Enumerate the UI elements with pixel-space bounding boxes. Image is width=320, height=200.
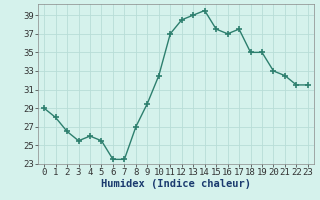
X-axis label: Humidex (Indice chaleur): Humidex (Indice chaleur) [101,179,251,189]
